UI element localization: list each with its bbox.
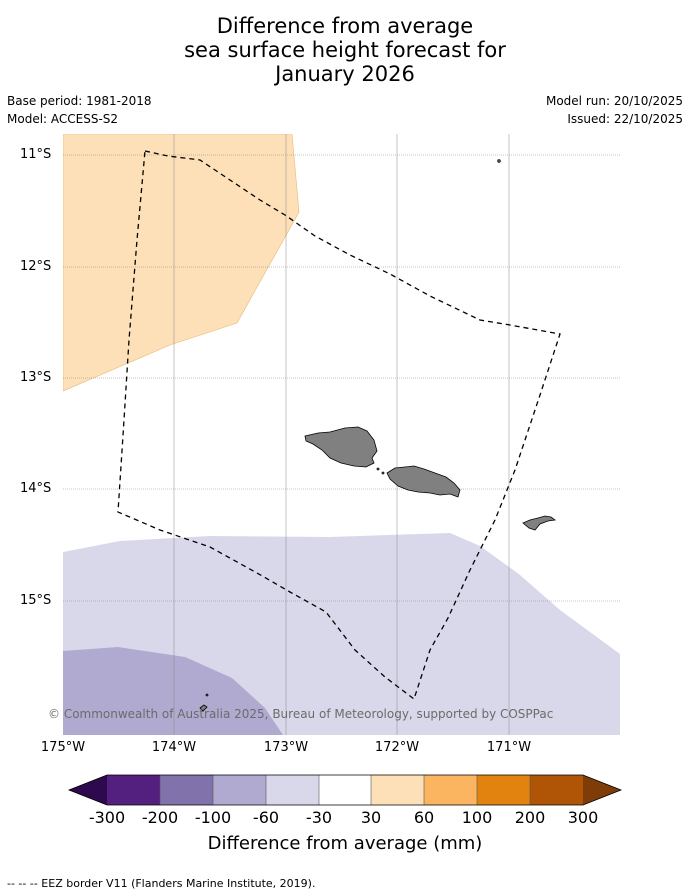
islet-north bbox=[497, 159, 501, 163]
lat-label-13s: 13°S bbox=[20, 370, 52, 385]
colorbar-box-2 bbox=[160, 775, 213, 805]
colorbar-box-7 bbox=[424, 775, 477, 805]
island-tutuila bbox=[522, 515, 557, 531]
lon-label-175w: 175°W bbox=[40, 740, 86, 755]
lon-label-174w: 174°W bbox=[151, 740, 197, 755]
colorbar-tick-label: 30 bbox=[360, 808, 382, 827]
model-name: Model: ACCESS-S2 bbox=[7, 112, 119, 126]
colorbar-tick-label: -30 bbox=[305, 808, 333, 827]
gridlines bbox=[63, 134, 620, 735]
colorbar-box-6 bbox=[371, 775, 424, 805]
anomaly-region-minus60-minus100 bbox=[63, 647, 283, 735]
colorbar-tick-label: 300 bbox=[567, 808, 599, 827]
colorbar-box-5 bbox=[319, 775, 371, 805]
meta-left: Base period: 1981-2018 Model: ACCESS-S2 bbox=[7, 94, 152, 130]
title-line-3: January 2026 bbox=[275, 62, 415, 86]
issued-date: Issued: 22/10/2025 bbox=[567, 112, 683, 126]
colorbar-tick-label: -100 bbox=[194, 808, 232, 827]
chart-title: Difference from average sea surface heig… bbox=[0, 14, 690, 86]
island-savaii bbox=[304, 426, 378, 468]
land bbox=[199, 159, 557, 712]
base-period: Base period: 1981-2018 bbox=[7, 94, 152, 108]
colorbar-tick-label: -200 bbox=[141, 808, 179, 827]
colorbar-extend-low bbox=[69, 775, 107, 805]
islet-south-2 bbox=[205, 693, 209, 697]
colorbar-extend-high bbox=[583, 775, 621, 805]
colorbar-box-9 bbox=[530, 775, 583, 805]
colorbar-tick-label: 200 bbox=[514, 808, 546, 827]
island-upolu bbox=[386, 465, 461, 498]
title-line-2: sea surface height forecast for bbox=[184, 38, 506, 62]
islet-manono bbox=[381, 471, 385, 475]
lat-label-15s: 15°S bbox=[20, 593, 52, 608]
model-run: Model run: 20/10/2025 bbox=[545, 94, 683, 108]
colorbar-tick-label: -300 bbox=[88, 808, 126, 827]
lon-label-173w: 173°W bbox=[263, 740, 309, 755]
title-line-1: Difference from average bbox=[216, 14, 474, 38]
islet-apolima bbox=[376, 467, 380, 471]
colorbar-title: Difference from average (mm) bbox=[207, 833, 483, 854]
lat-label-11s: 11°S bbox=[20, 147, 52, 162]
colorbar-tick-label: -60 bbox=[252, 808, 280, 827]
colorbar-separators bbox=[159, 775, 531, 805]
colorbar bbox=[67, 774, 623, 806]
eez-border bbox=[117, 150, 561, 701]
colorbar-box-1 bbox=[107, 775, 160, 805]
colorbar-tick-label: 60 bbox=[413, 808, 435, 827]
island-small-south bbox=[199, 704, 208, 712]
lon-label-171w: 171°W bbox=[486, 740, 532, 755]
lon-label-172w: 172°W bbox=[374, 740, 420, 755]
lat-label-14s: 14°S bbox=[20, 481, 52, 496]
copyright-text: © Commonwealth of Australia 2025, Bureau… bbox=[48, 707, 554, 721]
meta-right: Model run: 20/10/2025 Issued: 22/10/2025 bbox=[546, 94, 683, 130]
colorbar-box-8 bbox=[477, 775, 530, 805]
colorbar-box-4 bbox=[266, 775, 319, 805]
map-area bbox=[63, 134, 620, 735]
colorbar-outline bbox=[67, 774, 623, 806]
anomaly-region-30-60 bbox=[63, 134, 300, 392]
lat-label-12s: 12°S bbox=[20, 259, 52, 274]
colorbar-tick-label: 100 bbox=[461, 808, 493, 827]
colorbar-box-3 bbox=[213, 775, 266, 805]
eez-legend-note: -- -- -- EEZ border V11 (Flanders Marine… bbox=[7, 877, 316, 890]
